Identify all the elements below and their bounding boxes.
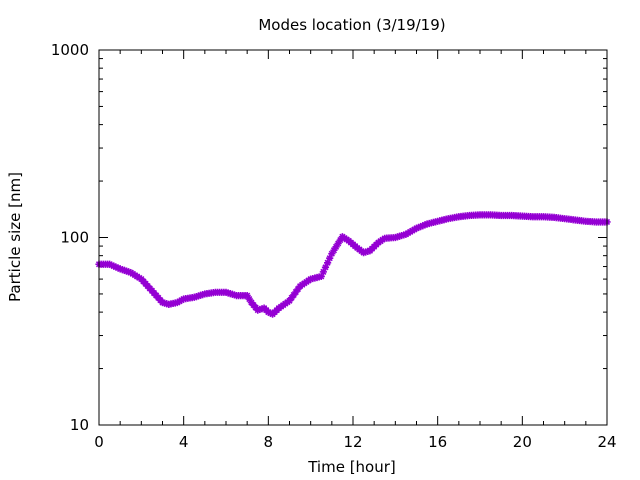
data-point [114,264,122,272]
plot-frame [98,49,608,426]
y-axis-title: Particle size [nm] [6,172,24,302]
x-tick-label: 20 [513,433,532,451]
chart-title: Modes location (3/19/19) [258,16,445,34]
data-point [321,263,330,271]
x-tick-label: 24 [597,433,616,451]
data-point [324,259,332,267]
x-axis-title: Time [hour] [307,458,396,476]
data-point [334,239,342,248]
data-points [95,211,611,318]
data-point [328,250,336,258]
data-point [330,246,338,254]
data-point [243,291,251,300]
x-tick-label: 4 [179,433,189,451]
data-point [419,222,427,230]
data-point [417,222,425,231]
tick-labels: 0 4 8 12 16 20 24 10 100 1000 [51,41,617,451]
x-tick-label: 16 [428,433,447,451]
x-tick-label: 0 [94,433,104,451]
data-point [421,221,429,229]
data-point [317,272,325,281]
data-point [112,263,120,271]
y-tick-label: 1000 [51,41,89,59]
data-point [319,268,327,276]
y-tick-label: 10 [70,416,89,434]
x-tick-label: 12 [343,433,362,451]
y-tick-label: 100 [60,229,89,247]
data-point [336,236,344,244]
data-point [326,254,334,262]
data-point [110,262,118,270]
data-point [332,243,340,251]
data-point [415,223,423,232]
data-point [412,224,421,232]
data-point [108,261,116,269]
data-point [105,260,114,268]
x-tick-label: 8 [264,433,274,451]
data-point [245,295,253,303]
